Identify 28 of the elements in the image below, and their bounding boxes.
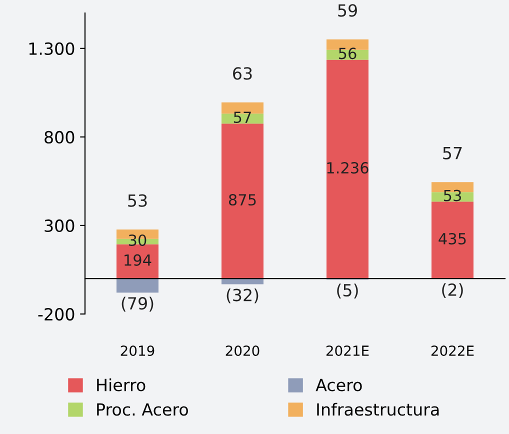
- y-tick-label: 800: [44, 130, 74, 144]
- data-label: (32): [226, 288, 258, 304]
- data-label: 57: [443, 147, 462, 160]
- data-label: (5): [337, 284, 358, 298]
- x-tick-label: 2022E: [431, 346, 474, 356]
- legend-label: Hierro: [97, 378, 146, 392]
- y-tick-label: 1.300: [29, 42, 74, 55]
- data-label: 194: [124, 254, 152, 266]
- legend-label: Infraestructura: [317, 402, 439, 416]
- data-label: 57: [234, 112, 251, 124]
- data-label: 435: [438, 232, 466, 245]
- data-label: 1.236: [327, 162, 368, 174]
- y-tick-label: 300: [44, 219, 74, 232]
- x-tick-label: 2019: [120, 346, 154, 356]
- data-label: (79): [122, 296, 154, 312]
- x-tick-label: 2021E: [326, 346, 369, 356]
- data-label: 53: [444, 190, 461, 202]
- y-tick-label: -200: [38, 308, 74, 321]
- legend-label: Proc. Acero: [97, 403, 188, 416]
- data-label: 63: [233, 67, 252, 80]
- data-label: 56: [338, 48, 356, 60]
- data-label: 53: [128, 194, 147, 207]
- data-label: 875: [228, 194, 256, 206]
- data-label: 30: [128, 234, 146, 246]
- data-label: (2): [442, 283, 463, 298]
- data-label: 59: [338, 4, 357, 17]
- legend-label: Acero: [316, 378, 362, 392]
- x-tick-label: 2020: [226, 346, 260, 356]
